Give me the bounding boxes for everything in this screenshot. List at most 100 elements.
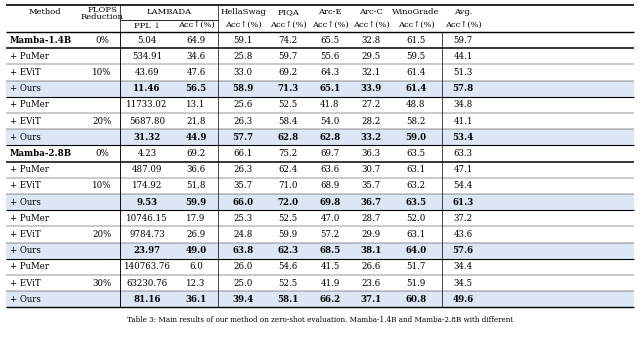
Text: 36.6: 36.6 xyxy=(186,165,205,174)
Text: 11733.02: 11733.02 xyxy=(126,100,168,109)
Text: + Ours: + Ours xyxy=(10,198,41,207)
Text: 52.5: 52.5 xyxy=(278,214,298,223)
Text: + Ours: + Ours xyxy=(10,133,41,142)
Text: Arc-E: Arc-E xyxy=(318,9,342,16)
Text: 69.7: 69.7 xyxy=(321,149,340,158)
Text: Acc↑(%): Acc↑(%) xyxy=(178,22,214,30)
Text: 33.9: 33.9 xyxy=(360,84,381,93)
Text: 13.1: 13.1 xyxy=(186,100,205,109)
Text: 59.0: 59.0 xyxy=(405,133,427,142)
Text: 23.97: 23.97 xyxy=(133,246,161,255)
Text: 63230.76: 63230.76 xyxy=(127,279,168,288)
Text: 55.6: 55.6 xyxy=(321,52,340,61)
Text: + PuMer: + PuMer xyxy=(10,52,49,61)
Text: 9.53: 9.53 xyxy=(136,198,157,207)
Text: 37.1: 37.1 xyxy=(360,295,381,304)
Text: 21.8: 21.8 xyxy=(186,116,205,126)
Text: 30%: 30% xyxy=(92,279,111,288)
Text: 61.4: 61.4 xyxy=(405,84,427,93)
Text: 37.2: 37.2 xyxy=(453,214,472,223)
Text: Avg.: Avg. xyxy=(454,9,472,16)
Text: 51.7: 51.7 xyxy=(406,262,426,272)
Text: 487.09: 487.09 xyxy=(132,165,163,174)
Text: 23.6: 23.6 xyxy=(362,279,381,288)
Text: 27.2: 27.2 xyxy=(362,100,381,109)
Text: 4.23: 4.23 xyxy=(138,149,157,158)
Text: Mamba-2.8B: Mamba-2.8B xyxy=(10,149,72,158)
Text: 34.4: 34.4 xyxy=(453,262,472,272)
Text: 534.91: 534.91 xyxy=(132,52,162,61)
Text: 62.3: 62.3 xyxy=(277,246,299,255)
Text: 69.8: 69.8 xyxy=(319,198,340,207)
Text: Reduction: Reduction xyxy=(81,13,124,21)
Text: 71.0: 71.0 xyxy=(278,181,298,190)
Text: 51.9: 51.9 xyxy=(406,279,426,288)
Text: + EViT: + EViT xyxy=(10,181,41,190)
Text: 47.6: 47.6 xyxy=(186,68,205,77)
Text: 59.9: 59.9 xyxy=(186,198,207,207)
Text: 63.2: 63.2 xyxy=(406,181,426,190)
Text: Table 3: Main results of our method on zero-shot evaluation. Mamba-1.4B and Mamb: Table 3: Main results of our method on z… xyxy=(127,316,513,324)
Text: Acc↑(%): Acc↑(%) xyxy=(445,22,481,30)
Text: 36.1: 36.1 xyxy=(186,295,207,304)
Text: 49.6: 49.6 xyxy=(452,295,474,304)
Text: 35.7: 35.7 xyxy=(362,181,381,190)
Text: 41.1: 41.1 xyxy=(453,116,473,126)
Text: 74.2: 74.2 xyxy=(278,36,298,45)
Text: + Ours: + Ours xyxy=(10,246,41,255)
Text: 12.3: 12.3 xyxy=(186,279,205,288)
Bar xyxy=(6,194,634,210)
Text: 54.4: 54.4 xyxy=(453,181,472,190)
Text: 47.0: 47.0 xyxy=(320,214,340,223)
Text: 57.6: 57.6 xyxy=(452,246,474,255)
Text: 75.2: 75.2 xyxy=(278,149,298,158)
Text: 62.8: 62.8 xyxy=(319,133,340,142)
Text: 52.5: 52.5 xyxy=(278,100,298,109)
Text: + EViT: + EViT xyxy=(10,230,41,239)
Bar xyxy=(6,291,634,307)
Text: 17.9: 17.9 xyxy=(186,214,205,223)
Text: 25.3: 25.3 xyxy=(234,214,253,223)
Text: 31.32: 31.32 xyxy=(133,133,161,142)
Text: Mamba-1.4B: Mamba-1.4B xyxy=(10,36,72,45)
Text: 58.4: 58.4 xyxy=(278,116,298,126)
Bar xyxy=(6,129,634,146)
Text: 51.8: 51.8 xyxy=(186,181,205,190)
Text: 43.6: 43.6 xyxy=(453,230,472,239)
Text: Acc↑(%): Acc↑(%) xyxy=(397,22,435,30)
Text: HellaSwag: HellaSwag xyxy=(220,9,266,16)
Text: 59.7: 59.7 xyxy=(278,52,298,61)
Text: 59.9: 59.9 xyxy=(278,230,298,239)
Text: 33.0: 33.0 xyxy=(234,68,253,77)
Text: 29.9: 29.9 xyxy=(362,230,381,239)
Text: 58.9: 58.9 xyxy=(232,84,253,93)
Text: 38.1: 38.1 xyxy=(360,246,381,255)
Text: Method: Method xyxy=(29,9,61,16)
Text: 54.0: 54.0 xyxy=(320,116,340,126)
Text: 25.8: 25.8 xyxy=(234,52,253,61)
Text: 34.6: 34.6 xyxy=(186,52,205,61)
Text: 44.9: 44.9 xyxy=(186,133,207,142)
Text: 66.1: 66.1 xyxy=(234,149,253,158)
Text: 34.8: 34.8 xyxy=(453,100,472,109)
Text: 53.4: 53.4 xyxy=(452,133,474,142)
Text: 63.1: 63.1 xyxy=(406,230,426,239)
Text: 64.9: 64.9 xyxy=(186,36,205,45)
Text: WinoGrade: WinoGrade xyxy=(392,9,440,16)
Text: 58.2: 58.2 xyxy=(406,116,426,126)
Text: 68.5: 68.5 xyxy=(319,246,340,255)
Text: 48.8: 48.8 xyxy=(406,100,426,109)
Text: 9784.73: 9784.73 xyxy=(129,230,165,239)
Text: 36.3: 36.3 xyxy=(362,149,381,158)
Text: 61.4: 61.4 xyxy=(406,68,426,77)
Bar xyxy=(6,242,634,259)
Text: 63.6: 63.6 xyxy=(321,165,340,174)
Text: + PuMer: + PuMer xyxy=(10,165,49,174)
Text: 5687.80: 5687.80 xyxy=(129,116,165,126)
Text: + EViT: + EViT xyxy=(10,279,41,288)
Text: + Ours: + Ours xyxy=(10,295,41,304)
Text: 65.1: 65.1 xyxy=(319,84,340,93)
Text: 20%: 20% xyxy=(92,230,112,239)
Text: 54.6: 54.6 xyxy=(278,262,298,272)
Text: 32.1: 32.1 xyxy=(362,68,381,77)
